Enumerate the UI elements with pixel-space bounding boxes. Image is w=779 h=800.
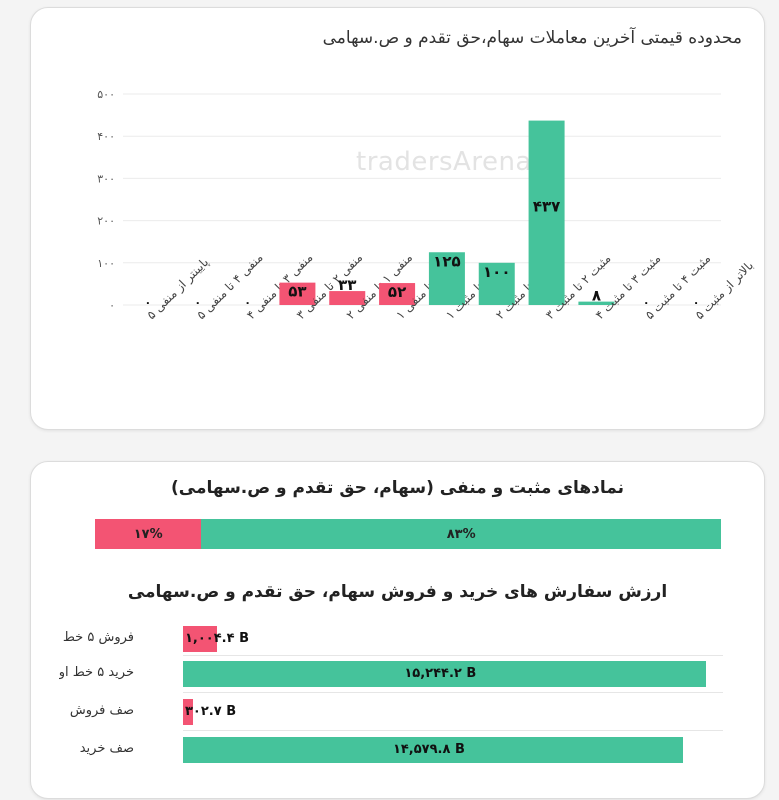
bar <box>428 252 465 305</box>
bar-value-label: ۱۰۰ <box>483 263 510 281</box>
order-track: ۱۵,۲۴۴.۲ B <box>183 661 723 687</box>
orders-chart-title: ارزش سفارش های خرید و فروش سهام، حق تقدم… <box>127 582 668 602</box>
y-tick-label: ۲۰۰ <box>97 215 115 228</box>
order-bar <box>183 737 683 763</box>
order-bar <box>183 626 218 652</box>
bar-value-label: ۴۳۷ <box>533 198 560 216</box>
sentiment-chart-title: نمادهای مثبت و منفی (سهام، حق تقدم و ص.س… <box>170 478 625 498</box>
price-range-chart-title: محدوده قیمتی آخرین معاملات سهام،حق تقدم … <box>322 28 742 48</box>
y-tick-label: ۳۰۰ <box>97 172 115 185</box>
bar-value-label: ۰ <box>693 296 700 309</box>
bar-value-label: ۰ <box>194 296 201 309</box>
row-divider <box>183 692 723 693</box>
order-row-sell-queue: صف فروش ۳۰۲.۷ B <box>31 699 764 725</box>
order-track: ۱۴,۵۷۹.۸ B <box>183 737 723 763</box>
order-value-label: ۱۵,۲۴۴.۲ B <box>404 666 477 681</box>
order-row-sell-five: فروش ۵ خط ۱,۰۰۴.۴ B <box>31 626 764 652</box>
order-row-buy-five: خرید ۵ خط او ۱۵,۲۴۴.۲ B <box>31 661 764 687</box>
bar <box>478 262 515 305</box>
bar-value-label: ۰ <box>643 296 650 309</box>
order-label: صف فروش <box>69 703 134 718</box>
negative-percent-label: ۱۷% <box>133 526 163 542</box>
watermark: tradersArena.ir <box>356 147 560 177</box>
order-bar <box>183 661 706 687</box>
y-tick-label: ۱۰۰ <box>97 257 115 270</box>
negative-segment: ۱۷% <box>95 519 202 549</box>
order-track: ۳۰۲.۷ B <box>183 699 723 725</box>
order-track: ۱,۰۰۴.۴ B <box>183 626 723 652</box>
sentiment-orders-card: نمادهای مثبت و منفی (سهام، حق تقدم و ص.س… <box>30 461 765 799</box>
bar-value-label: ۵۳ <box>288 283 306 301</box>
row-divider <box>183 730 723 731</box>
bar <box>578 301 615 305</box>
price-range-card: محدوده قیمتی آخرین معاملات سهام،حق تقدم … <box>30 7 765 430</box>
bar-value-label: ۵۲ <box>388 283 406 301</box>
y-tick-label: ۰ <box>109 299 115 312</box>
order-row-buy-queue: صف خرید ۱۴,۵۷۹.۸ B <box>31 737 764 763</box>
sentiment-bar: ۱۷% ۸۳% <box>95 519 721 549</box>
order-value-label: ۱,۰۰۴.۴ B <box>185 631 249 646</box>
bar <box>279 282 316 305</box>
order-value-label: ۱۴,۵۷۹.۸ B <box>392 742 465 757</box>
bar <box>379 283 416 305</box>
order-bar <box>183 699 194 725</box>
positive-segment: ۸۳% <box>201 519 721 549</box>
order-label: فروش ۵ خط <box>62 630 134 645</box>
bar <box>528 120 565 305</box>
order-label: خرید ۵ خط او <box>58 665 134 680</box>
bar <box>329 291 366 305</box>
y-tick-label: ۵۰۰ <box>97 88 115 101</box>
bar-value-label: ۰ <box>145 296 152 309</box>
order-value-label: ۳۰۲.۷ B <box>185 704 237 719</box>
y-tick-label: ۴۰۰ <box>97 130 115 143</box>
row-divider <box>183 655 723 656</box>
order-label: صف خرید <box>79 741 134 756</box>
bar-value-label: ۰ <box>244 296 251 309</box>
bar-value-label: ۸ <box>592 287 601 305</box>
bar-value-label: ۱۲۵ <box>433 252 460 270</box>
positive-percent-label: ۸۳% <box>446 526 476 542</box>
bar-value-label: ۳۳ <box>338 276 356 294</box>
